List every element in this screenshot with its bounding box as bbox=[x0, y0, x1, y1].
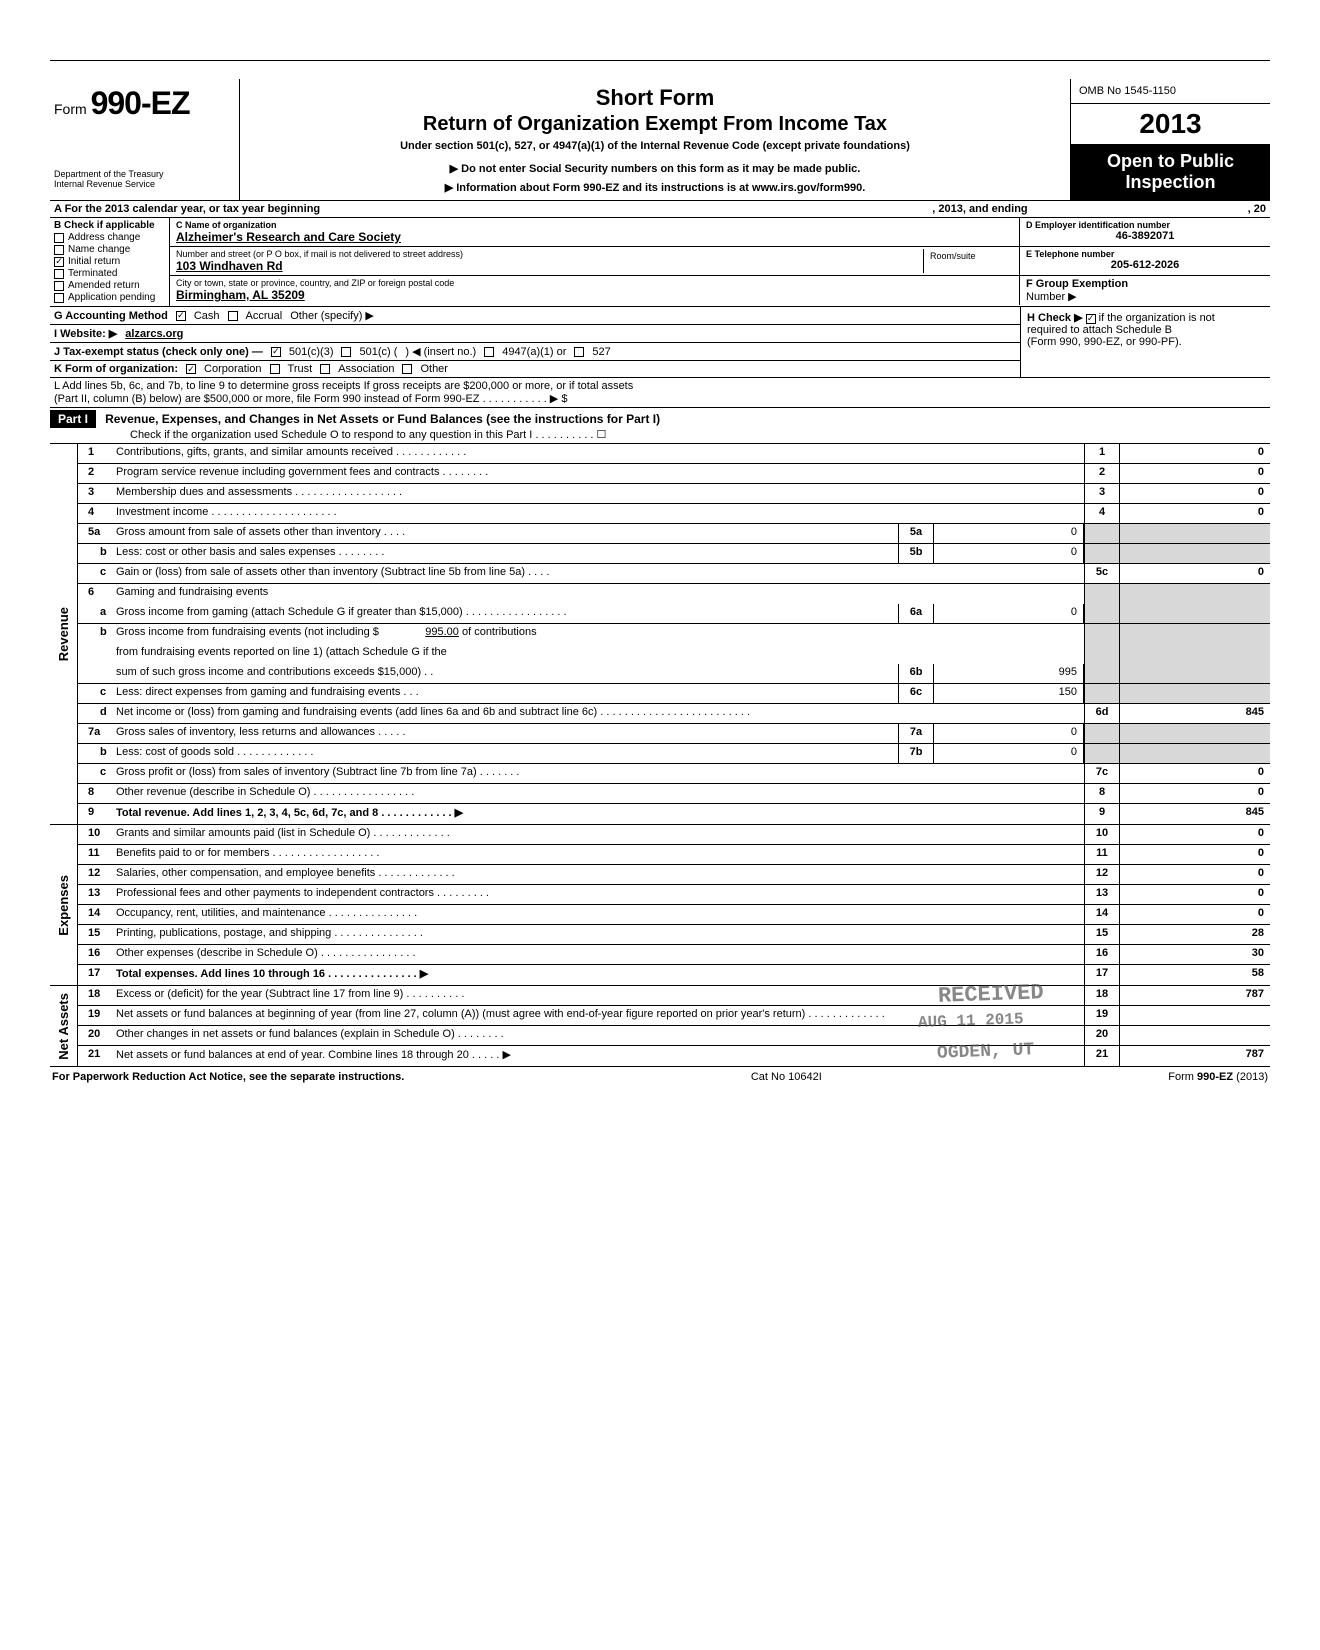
G-cash-cb[interactable] bbox=[176, 311, 186, 321]
footer-right: Form 990-EZ (2013) bbox=[1168, 1071, 1268, 1083]
B-item-2[interactable]: Initial return bbox=[54, 256, 165, 267]
revenue-label: Revenue bbox=[50, 444, 78, 824]
K-trust-cb[interactable] bbox=[270, 364, 280, 374]
F-cell: F Group Exemption Number ▶ bbox=[1020, 276, 1270, 305]
city-cell: City or town, state or province, country… bbox=[170, 276, 1020, 305]
netassets-label: Net Assets bbox=[50, 986, 78, 1066]
footer-left: For Paperwork Reduction Act Notice, see … bbox=[52, 1071, 404, 1083]
F-label: F Group Exemption bbox=[1026, 278, 1128, 290]
open-to-public: Open to Public Inspection bbox=[1071, 145, 1270, 200]
J-501c-cb[interactable] bbox=[341, 347, 351, 357]
L-line1: L Add lines 5b, 6c, and 7b, to line 9 to… bbox=[54, 380, 1266, 392]
title-return: Return of Organization Exempt From Incom… bbox=[250, 113, 1060, 136]
form-number: Form 990-EZ bbox=[54, 85, 231, 122]
row-J: J Tax-exempt status (check only one) — 5… bbox=[50, 343, 1020, 361]
A-suffix: , 20 bbox=[1248, 203, 1266, 215]
J-501c3-cb[interactable] bbox=[271, 347, 281, 357]
dept-line2: Internal Revenue Service bbox=[54, 180, 231, 190]
phone: 205-612-2026 bbox=[1026, 259, 1264, 271]
K-label: K Form of organization: bbox=[54, 363, 178, 375]
F-label2: Number ▶ bbox=[1026, 291, 1077, 303]
A-prefix: A For the 2013 calendar year, or tax yea… bbox=[54, 203, 320, 215]
col-CDEF: C Name of organization Alzheimer's Resea… bbox=[170, 218, 1270, 306]
J-527-cb[interactable] bbox=[574, 347, 584, 357]
form-number-big: 990-EZ bbox=[91, 85, 190, 121]
part-I-title: Revenue, Expenses, and Changes in Net As… bbox=[99, 412, 660, 426]
street-cell: Number and street (or P O box, if mail i… bbox=[170, 247, 1020, 275]
K-assoc-cb[interactable] bbox=[320, 364, 330, 374]
expenses-grid: Expenses 10Grants and similar amounts pa… bbox=[50, 825, 1270, 986]
D-cell: D Employer identification number 46-3892… bbox=[1020, 218, 1270, 246]
title-short-form: Short Form bbox=[250, 85, 1060, 111]
block-B-to-F: B Check if applicable Address change Nam… bbox=[50, 218, 1270, 307]
street: 103 Windhaven Rd bbox=[176, 259, 923, 273]
footer-mid: Cat No 10642I bbox=[751, 1071, 822, 1083]
part-I-check: Check if the organization used Schedule … bbox=[50, 428, 1270, 441]
K-corp-cb[interactable] bbox=[186, 364, 196, 374]
omb-number: OMB No 1545-1150 bbox=[1071, 79, 1270, 104]
city-label: City or town, state or province, country… bbox=[176, 278, 1013, 288]
arrow-line-2: ▶ Information about Form 990-EZ and its … bbox=[250, 181, 1060, 194]
H-cb[interactable] bbox=[1086, 314, 1096, 324]
J-label: J Tax-exempt status (check only one) — bbox=[54, 346, 263, 358]
website: alzarcs.org bbox=[125, 328, 183, 340]
header-left: Form 990-EZ Department of the Treasury I… bbox=[50, 79, 240, 200]
form-page: Form 990-EZ Department of the Treasury I… bbox=[50, 60, 1270, 1087]
org-name: Alzheimer's Research and Care Society bbox=[176, 230, 1013, 244]
footer: For Paperwork Reduction Act Notice, see … bbox=[50, 1067, 1270, 1087]
top-rule bbox=[50, 60, 1270, 61]
row-K: K Form of organization: Corporation Trus… bbox=[50, 361, 1020, 377]
J-4947-cb[interactable] bbox=[484, 347, 494, 357]
H-cell: H Check ▶ if the organization is not req… bbox=[1020, 307, 1270, 377]
year-box: 2013 bbox=[1071, 104, 1270, 145]
dept-block: Department of the Treasury Internal Reve… bbox=[54, 170, 231, 190]
arrow-line-1: ▶ Do not enter Social Security numbers o… bbox=[250, 162, 1060, 175]
room-cell: Room/suite bbox=[923, 249, 1013, 273]
K-other-cb[interactable] bbox=[402, 364, 412, 374]
city: Birmingham, AL 35209 bbox=[176, 288, 1013, 302]
I-label: I Website: ▶ bbox=[54, 327, 117, 340]
revenue-grid: Revenue 1Contributions, gifts, grants, a… bbox=[50, 444, 1270, 825]
col-B: B Check if applicable Address change Nam… bbox=[50, 218, 170, 306]
B-item-0[interactable]: Address change bbox=[54, 232, 165, 243]
part-I-label: Part I bbox=[50, 410, 96, 428]
G-accrual-cb[interactable] bbox=[228, 311, 238, 321]
row-G: G Accounting Method Cash Accrual Other (… bbox=[50, 307, 1020, 325]
row-L: L Add lines 5b, 6c, and 7b, to line 9 to… bbox=[50, 378, 1270, 408]
C-label: C Name of organization bbox=[176, 220, 1013, 230]
expenses-label: Expenses bbox=[50, 825, 78, 985]
tax-year: 2013 bbox=[1139, 108, 1201, 139]
E-label: E Telephone number bbox=[1026, 249, 1264, 259]
B-item-1[interactable]: Name change bbox=[54, 244, 165, 255]
part-I-header: Part I Revenue, Expenses, and Changes in… bbox=[50, 408, 1270, 444]
form-prefix: Form bbox=[54, 101, 87, 117]
row-I: I Website: ▶ alzarcs.org bbox=[50, 325, 1020, 343]
row-A: A For the 2013 calendar year, or tax yea… bbox=[50, 201, 1270, 218]
header-mid: Short Form Return of Organization Exempt… bbox=[240, 79, 1070, 200]
A-mid: , 2013, and ending bbox=[932, 203, 1027, 215]
header-right: OMB No 1545-1150 2013 Open to Public Ins… bbox=[1070, 79, 1270, 200]
D-label: D Employer identification number bbox=[1026, 220, 1264, 230]
ein: 46-3892071 bbox=[1026, 230, 1264, 242]
B-item-3[interactable]: Terminated bbox=[54, 268, 165, 279]
B-item-4[interactable]: Amended return bbox=[54, 280, 165, 291]
B-item-5[interactable]: Application pending bbox=[54, 292, 165, 303]
subtitle: Under section 501(c), 527, or 4947(a)(1)… bbox=[250, 140, 1060, 152]
B-header: B Check if applicable bbox=[54, 220, 165, 231]
C-name-cell: C Name of organization Alzheimer's Resea… bbox=[170, 218, 1020, 246]
L-line2: (Part II, column (B) below) are $500,000… bbox=[54, 392, 1266, 405]
netassets-grid: Net Assets 18Excess or (deficit) for the… bbox=[50, 986, 1270, 1067]
E-cell: E Telephone number 205-612-2026 bbox=[1020, 247, 1270, 275]
street-label: Number and street (or P O box, if mail i… bbox=[176, 249, 923, 259]
form-header: Form 990-EZ Department of the Treasury I… bbox=[50, 79, 1270, 201]
G-label: G Accounting Method bbox=[54, 310, 168, 322]
